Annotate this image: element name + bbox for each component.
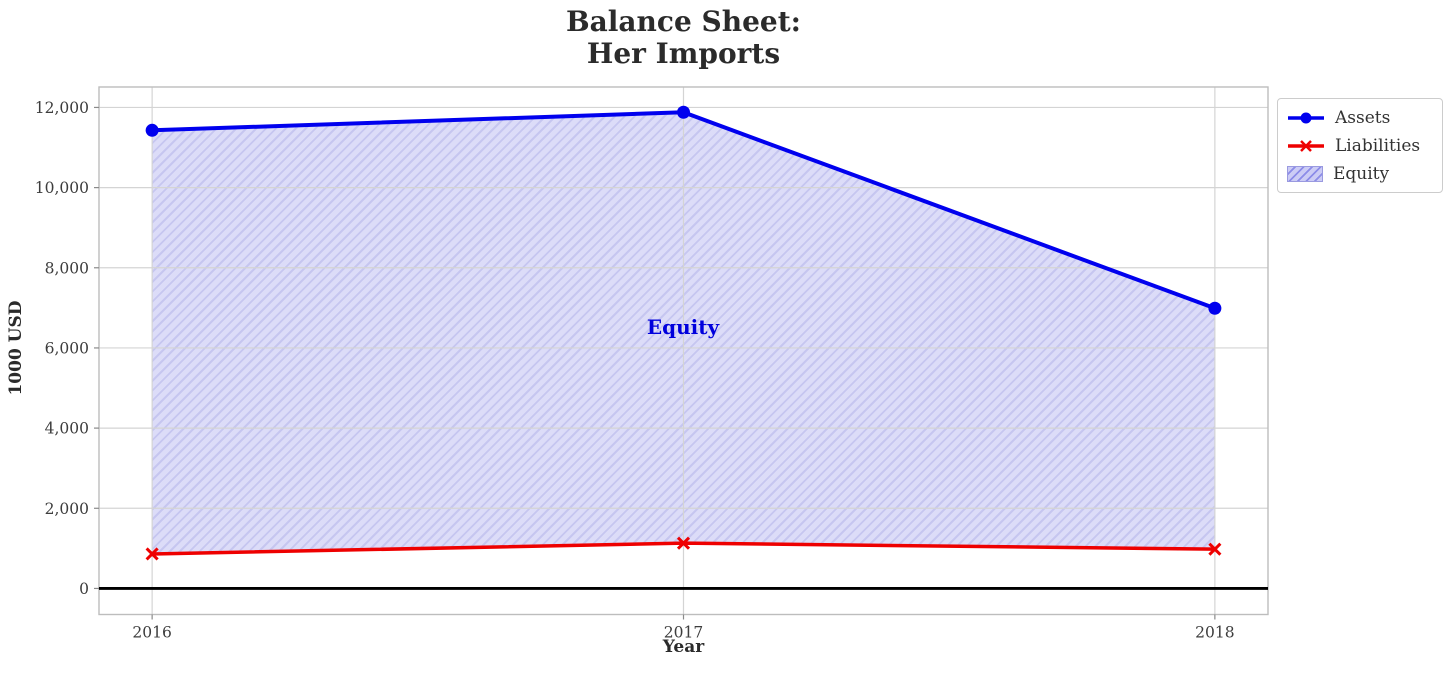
y-tick-label: 8,000	[45, 259, 89, 277]
legend-label-equity: Equity	[1333, 163, 1390, 184]
legend-label-assets: Assets	[1335, 107, 1391, 128]
y-tick-label: 12,000	[35, 99, 89, 117]
y-tick-label: 6,000	[45, 339, 89, 357]
chart-title: Balance Sheet: Her Imports	[565, 5, 802, 71]
x-axis-title: Year	[662, 637, 705, 657]
y-tick-label: 2,000	[45, 500, 89, 518]
legend-item-assets: Assets	[1287, 107, 1432, 128]
legend-label-liabilities: Liabilities	[1335, 135, 1421, 156]
legend-item-equity: Equity	[1287, 163, 1432, 184]
equity-patch-swatch-icon	[1287, 165, 1323, 182]
y-tick-label: 4,000	[45, 420, 89, 438]
legend: Assets Liabilities Equity	[1277, 98, 1443, 193]
liabilities-line-swatch-icon	[1288, 139, 1324, 152]
x-tick-label: 2016	[132, 624, 171, 642]
y-tick-label: 10,000	[35, 179, 89, 197]
legend-item-liabilities: Liabilities	[1287, 135, 1432, 156]
assets-line-swatch-icon	[1288, 112, 1324, 123]
y-tick-label: 0	[79, 580, 89, 598]
x-tick-label: 2018	[1195, 624, 1234, 642]
x-tick-label: 2017	[664, 624, 703, 642]
equity-annotation: Equity	[646, 315, 720, 339]
